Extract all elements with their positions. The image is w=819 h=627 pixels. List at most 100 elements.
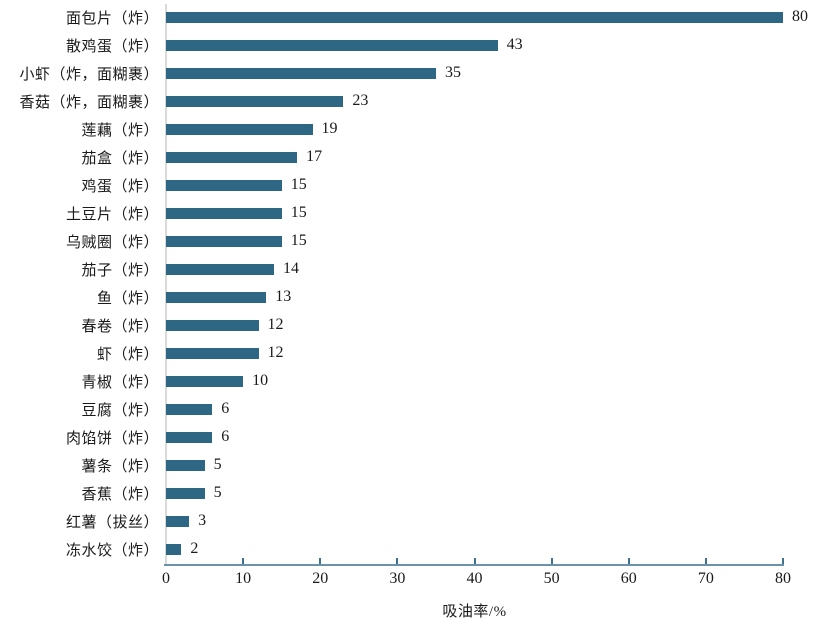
value-label: 35 <box>444 64 461 81</box>
value-label: 2 <box>190 540 199 557</box>
bar-row: 冻水饺（炸） 2 <box>0 535 819 563</box>
value-label: 19 <box>321 120 338 137</box>
bar-row: 香蕉（炸） 5 <box>0 479 819 507</box>
value-label: 15 <box>290 232 307 249</box>
bar <box>166 151 298 163</box>
value-label: 15 <box>290 176 307 193</box>
bar <box>166 431 213 443</box>
category-label: 小虾（炸，面糊裹） <box>19 66 159 83</box>
bar <box>166 403 213 415</box>
y-axis-line <box>165 4 167 565</box>
value-label: 14 <box>282 260 299 277</box>
x-axis-tick-mark <box>704 558 707 564</box>
category-label: 面包片（炸） <box>65 10 159 27</box>
category-label: 香菇（炸，面糊裹） <box>19 94 159 111</box>
bar-row: 莲藕（炸） 19 <box>0 115 819 143</box>
x-axis-tick-label: 50 <box>543 570 560 587</box>
bar <box>166 515 190 527</box>
bar-row: 红薯（拔丝） 3 <box>0 507 819 535</box>
value-label: 5 <box>213 484 222 501</box>
value-label: 6 <box>221 428 230 445</box>
category-label: 红薯（拔丝） <box>65 514 159 531</box>
bar-row: 乌贼圈（炸） 15 <box>0 227 819 255</box>
bar-row: 小虾（炸，面糊裹） 35 <box>0 59 819 87</box>
bar <box>166 39 498 51</box>
bar-row: 薯条（炸） 5 <box>0 451 819 479</box>
category-label: 春卷（炸） <box>81 318 159 335</box>
bar <box>166 67 436 79</box>
bar <box>166 235 282 247</box>
bar-row: 香菇（炸，面糊裹） 23 <box>0 87 819 115</box>
bar <box>166 347 259 359</box>
category-label: 散鸡蛋（炸） <box>65 38 159 55</box>
x-axis-tick-label: 30 <box>389 570 406 587</box>
bar <box>166 543 182 555</box>
x-axis-tick-label: 20 <box>312 570 329 587</box>
bar-row: 茄盒（炸） 17 <box>0 143 819 171</box>
value-label: 6 <box>221 400 230 417</box>
category-label: 香蕉（炸） <box>81 486 159 503</box>
bar <box>166 123 313 135</box>
x-axis-line <box>164 564 784 566</box>
value-label: 12 <box>267 344 284 361</box>
bar <box>166 11 783 23</box>
x-axis-tick-mark <box>550 558 553 564</box>
bar-row: 鱼（炸） 13 <box>0 283 819 311</box>
category-label: 鸡蛋（炸） <box>81 178 159 195</box>
category-label: 豆腐（炸） <box>81 402 159 419</box>
bar-row: 茄子（炸） 14 <box>0 255 819 283</box>
bar-row: 肉馅饼（炸） 6 <box>0 423 819 451</box>
x-axis-tick-label: 10 <box>235 570 252 587</box>
bar <box>166 459 205 471</box>
bar-row: 面包片（炸） 80 <box>0 3 819 31</box>
value-label: 12 <box>267 316 284 333</box>
x-axis-tick-label: 60 <box>620 570 637 587</box>
category-label: 冻水饺（炸） <box>65 542 159 559</box>
bar <box>166 207 282 219</box>
category-label: 虾（炸） <box>96 346 159 363</box>
value-label: 3 <box>198 512 207 529</box>
bar-row: 虾（炸） 12 <box>0 339 819 367</box>
bar <box>166 291 267 303</box>
bar-row: 鸡蛋（炸） 15 <box>0 171 819 199</box>
value-label: 15 <box>290 204 307 221</box>
bar-row: 青椒（炸） 10 <box>0 367 819 395</box>
x-axis-tick-mark <box>627 558 630 564</box>
bar <box>166 375 244 387</box>
x-axis-tick-mark <box>782 558 784 564</box>
x-axis-tick-label: 0 <box>162 570 170 587</box>
value-label: 5 <box>213 456 222 473</box>
bar-row: 春卷（炸） 12 <box>0 311 819 339</box>
category-label: 土豆片（炸） <box>65 206 159 223</box>
value-label: 43 <box>506 36 523 53</box>
x-axis-tick-mark <box>396 558 399 564</box>
value-label: 17 <box>306 148 323 165</box>
bar-row: 豆腐（炸） 6 <box>0 395 819 423</box>
bar <box>166 319 259 331</box>
x-axis-tick-label: 40 <box>466 570 483 587</box>
category-label: 肉馅饼（炸） <box>65 430 159 447</box>
value-label: 10 <box>252 372 269 389</box>
x-axis-tick-mark <box>242 558 245 564</box>
bar-row: 散鸡蛋（炸） 43 <box>0 31 819 59</box>
category-label: 青椒（炸） <box>81 374 159 391</box>
category-label: 鱼（炸） <box>96 290 159 307</box>
bar <box>166 95 344 107</box>
bar-rows: 面包片（炸） 80 散鸡蛋（炸） 43 小虾（炸，面糊裹） 35 香菇（炸，面糊裹） 23 莲藕… <box>0 3 819 563</box>
category-label: 莲藕（炸） <box>81 122 159 139</box>
value-label: 13 <box>275 288 292 305</box>
bar-row: 土豆片（炸） 15 <box>0 199 819 227</box>
x-axis-tick-mark <box>319 558 322 564</box>
x-axis-tick-mark <box>473 558 476 564</box>
bar <box>166 487 205 499</box>
x-axis-title: 吸油率/% <box>442 604 507 620</box>
category-label: 薯条（炸） <box>81 458 159 475</box>
category-label: 乌贼圈（炸） <box>65 234 159 251</box>
x-axis-tick-label: 70 <box>697 570 714 587</box>
category-label: 茄盒（炸） <box>81 150 159 167</box>
x-axis-tick-label: 80 <box>775 570 791 587</box>
bar <box>166 179 282 191</box>
value-label: 23 <box>352 92 369 109</box>
bar <box>166 263 274 275</box>
